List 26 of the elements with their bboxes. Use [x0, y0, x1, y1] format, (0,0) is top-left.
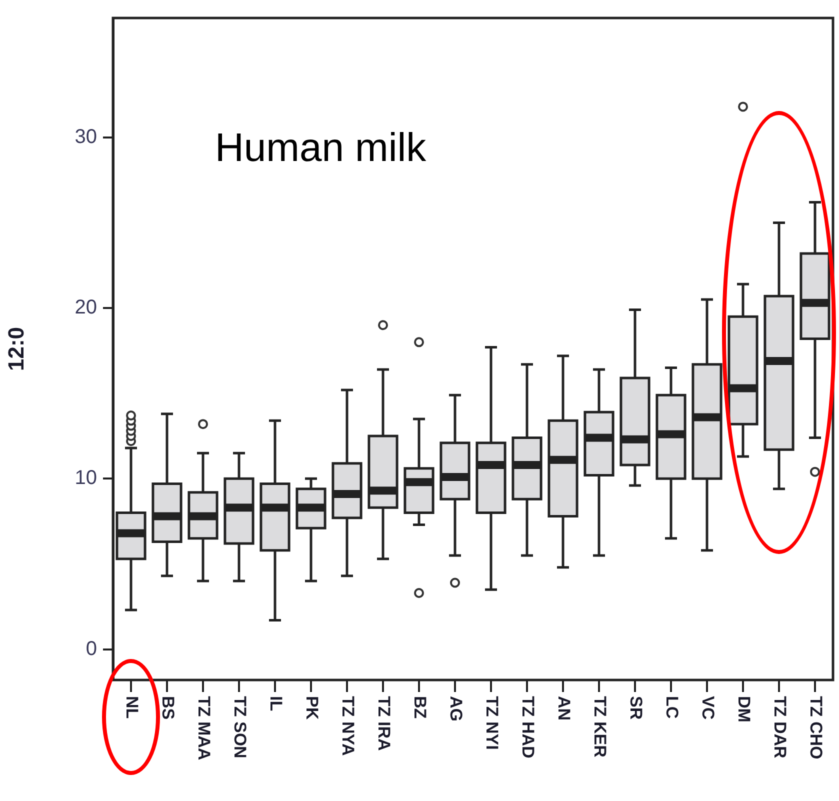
x-tick-label: TZ NYA — [338, 696, 358, 756]
x-tick-label: TZ KER — [590, 696, 610, 758]
x-tick-label: AG — [446, 696, 466, 722]
x-tick-label: TZ HAD — [518, 696, 538, 758]
x-tick-label: TZ SON — [230, 696, 250, 758]
y-axis-title: 12:0 — [3, 326, 28, 372]
x-tick-label: LC — [662, 696, 682, 719]
x-tick-label: TZ MAA — [194, 696, 214, 760]
x-tick-label: TZ CHO — [806, 696, 826, 760]
x-tick-label: VC — [698, 696, 718, 720]
y-tick-label: 30 — [74, 126, 97, 148]
x-tick-label: DM — [734, 696, 754, 722]
y-tick-label: 10 — [74, 467, 97, 490]
x-tick-label: BZ — [410, 696, 430, 719]
text: Human milk — [215, 126, 428, 170]
x-tick-label: SR — [626, 696, 646, 720]
x-tick-label: BS — [158, 696, 178, 720]
x-tick-label: IL — [266, 696, 286, 712]
x-tick-label: PK — [302, 696, 322, 720]
x-tick-label: AN — [554, 696, 574, 721]
x-tick-label: NL — [122, 696, 142, 719]
y-tick-label: 0 — [86, 638, 97, 660]
x-tick-label: TZ DAR — [770, 696, 790, 758]
x-tick-label: TZ IRA — [374, 696, 394, 751]
x-tick-label: TZ NYI — [482, 696, 502, 750]
y-tick-label: 20 — [74, 296, 97, 319]
